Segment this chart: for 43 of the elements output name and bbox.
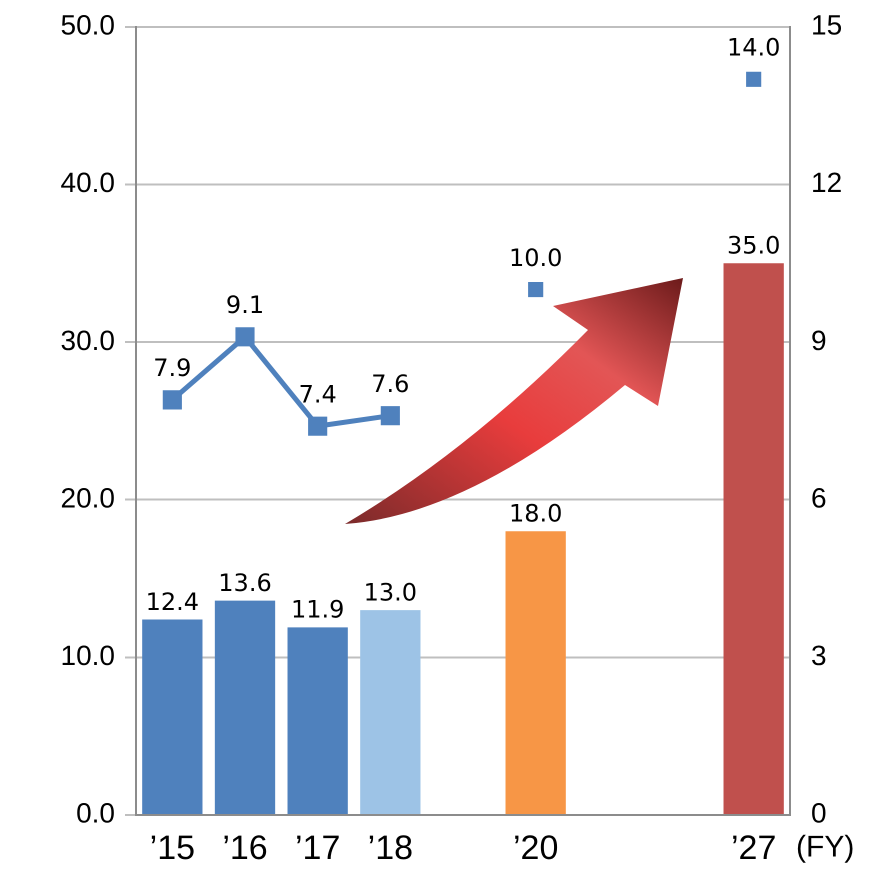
data-label: 7.6	[371, 370, 410, 398]
bar	[506, 531, 566, 814]
bar	[360, 610, 420, 814]
y-tick-label: 40.0	[60, 167, 115, 198]
bar	[288, 627, 348, 814]
point	[380, 406, 400, 426]
point	[162, 390, 182, 410]
x-tick-label: ’20	[512, 828, 558, 867]
data-label: 13.6	[218, 568, 272, 597]
y-tick-label: 30.0	[60, 324, 115, 356]
point	[235, 327, 255, 346]
data-label: 12.4	[146, 588, 200, 616]
x-tick-label: ’17	[294, 828, 340, 867]
bar	[142, 620, 202, 814]
data-label: 11.9	[290, 596, 344, 624]
y2-tick-label: 3	[811, 640, 827, 672]
y2-tick-label: 6	[811, 482, 827, 514]
x-axis-title: (FY)	[796, 830, 854, 864]
y-tick-label: 50.0	[60, 10, 115, 41]
y-tick-label: 0.0	[76, 798, 115, 829]
data-label: 18.0	[508, 499, 562, 528]
data-label: 9.1	[226, 291, 264, 320]
bar	[724, 263, 784, 814]
y-tick-label: 10.0	[60, 640, 115, 672]
data-label: 7.4	[298, 380, 337, 408]
point	[308, 416, 328, 436]
point	[746, 72, 762, 87]
bar	[214, 600, 276, 814]
y2-tick-label: 15	[811, 10, 842, 41]
x-tick-label: ’27	[730, 828, 776, 867]
data-label: 13.0	[364, 578, 418, 606]
y2-tick-label: 9	[811, 324, 827, 356]
y2-tick-label: 12	[811, 167, 842, 198]
x-tick-label: ’18	[368, 828, 414, 867]
x-tick-label: ’16	[222, 828, 268, 867]
data-label: 10.0	[508, 244, 562, 272]
y-tick-label: 20.0	[60, 482, 115, 514]
data-label: 7.9	[153, 354, 192, 382]
point	[528, 282, 544, 298]
data-label: 35.0	[726, 231, 780, 260]
data-label: 14.0	[726, 34, 780, 62]
x-tick-label: ’15	[150, 828, 196, 867]
y2-tick-label: 0	[811, 798, 827, 829]
